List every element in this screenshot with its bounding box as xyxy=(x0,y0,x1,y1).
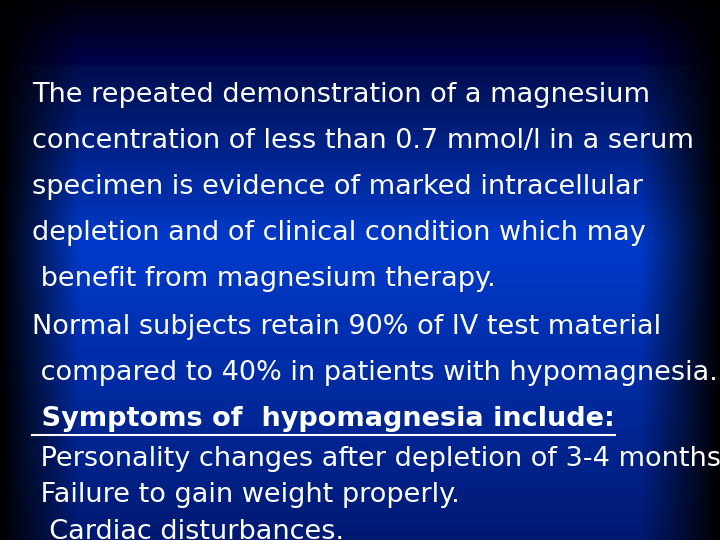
Text: specimen is evidence of marked intracellular: specimen is evidence of marked intracell… xyxy=(32,174,643,200)
Text: concentration of less than 0.7 mmol/l in a serum: concentration of less than 0.7 mmol/l in… xyxy=(32,128,694,154)
Text: compared to 40% in patients with hypomagnesia.: compared to 40% in patients with hypomag… xyxy=(32,360,718,386)
Text: Cardiac disturbances.: Cardiac disturbances. xyxy=(32,519,344,540)
Text: Failure to gain weight properly.: Failure to gain weight properly. xyxy=(32,482,460,508)
Text: benefit from magnesium therapy.: benefit from magnesium therapy. xyxy=(32,266,496,292)
Text: depletion and of clinical condition which may: depletion and of clinical condition whic… xyxy=(32,220,646,246)
Text: Personality changes after depletion of 3-4 months.: Personality changes after depletion of 3… xyxy=(32,447,720,472)
Text: Normal subjects retain 90% of IV test material: Normal subjects retain 90% of IV test ma… xyxy=(32,314,662,340)
Text: Symptoms of  hypomagnesia include:: Symptoms of hypomagnesia include: xyxy=(32,406,615,432)
Text: The repeated demonstration of a magnesium: The repeated demonstration of a magnesiu… xyxy=(32,82,650,108)
